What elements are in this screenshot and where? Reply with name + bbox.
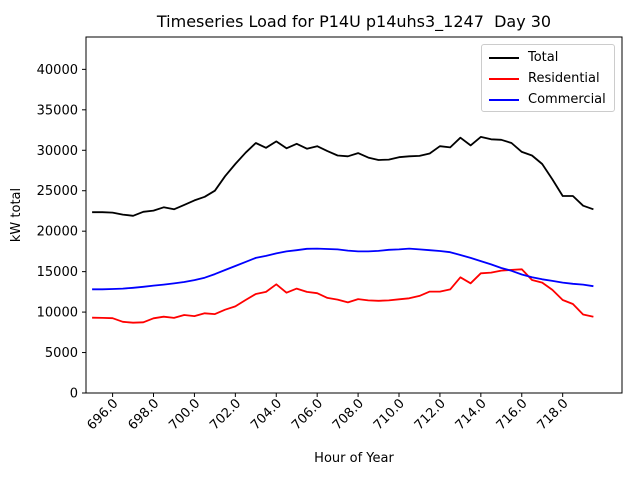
legend-line-swatch <box>489 77 519 80</box>
x-tick-label: 704.0 <box>248 396 285 433</box>
axes-frame <box>85 36 623 394</box>
x-axis-label: Hour of Year <box>314 451 394 466</box>
legend: Total Residential Commercial <box>481 44 615 112</box>
x-tick-label: 708.0 <box>330 396 367 433</box>
y-tick-label: 0 <box>70 387 78 402</box>
x-tick-label: 712.0 <box>412 396 449 433</box>
y-tick-label: 5000 <box>45 346 78 361</box>
x-tick-label: 716.0 <box>494 396 531 433</box>
x-tick-label: 718.0 <box>535 396 572 433</box>
legend-label: Commercial <box>528 92 606 107</box>
series-line-commercial <box>92 247 594 291</box>
y-tick-label: 20000 <box>37 225 78 240</box>
series-line-total <box>92 135 594 217</box>
y-tick-label: 30000 <box>37 144 78 159</box>
legend-line-swatch <box>489 56 519 59</box>
chart-title: Timeseries Load for P14U p14uhs3_1247 Da… <box>156 12 552 31</box>
legend-label: Total <box>528 50 559 65</box>
y-axis-label: kW total <box>9 188 24 242</box>
legend-entry: Residential <box>489 68 614 89</box>
y-tick-label: 15000 <box>37 265 78 280</box>
x-tick-label: 710.0 <box>371 396 408 433</box>
y-tick-label: 40000 <box>37 63 78 78</box>
series-line-residential <box>92 268 594 324</box>
y-tick-label: 25000 <box>37 184 78 199</box>
y-tick-label: 35000 <box>37 103 78 118</box>
x-tick-label: 702.0 <box>207 396 244 433</box>
legend-entry: Commercial <box>489 89 614 110</box>
y-tick-label: 10000 <box>37 306 78 321</box>
x-tick-label: 696.0 <box>84 396 121 433</box>
legend-entry: Total <box>489 47 614 68</box>
x-tick-label: 714.0 <box>453 396 490 433</box>
x-tick-label: 700.0 <box>166 396 203 433</box>
legend-label: Residential <box>528 71 600 86</box>
legend-line-swatch <box>489 98 519 101</box>
x-tick-label: 706.0 <box>289 396 326 433</box>
x-tick-label: 698.0 <box>125 396 162 433</box>
